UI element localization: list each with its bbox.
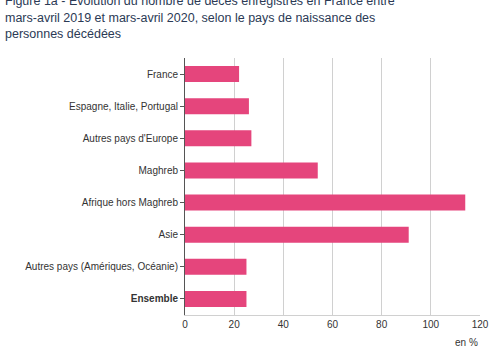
svg-text:20: 20	[229, 319, 241, 330]
svg-text:Maghreb: Maghreb	[139, 165, 179, 176]
svg-text:Espagne, Italie, Portugal: Espagne, Italie, Portugal	[69, 101, 178, 112]
svg-text:Asie: Asie	[159, 229, 179, 240]
svg-text:60: 60	[327, 319, 339, 330]
svg-text:100: 100	[422, 319, 439, 330]
svg-text:France: France	[147, 69, 179, 80]
svg-text:80: 80	[376, 319, 388, 330]
svg-text:120: 120	[472, 319, 489, 330]
svg-text:40: 40	[278, 319, 290, 330]
svg-text:Ensemble: Ensemble	[131, 293, 179, 304]
svg-text:Figure 1a - Évolution du nombr: Figure 1a - Évolution du nombre de décès…	[5, 0, 395, 41]
svg-text:0: 0	[182, 319, 188, 330]
svg-text:Afrique hors Maghreb: Afrique hors Maghreb	[82, 197, 179, 208]
svg-text:Autres pays (Amériques, Océani: Autres pays (Amériques, Océanie)	[25, 261, 178, 272]
svg-text:Autres pays d'Europe: Autres pays d'Europe	[83, 133, 179, 144]
svg-text:en %: en %	[455, 337, 478, 348]
